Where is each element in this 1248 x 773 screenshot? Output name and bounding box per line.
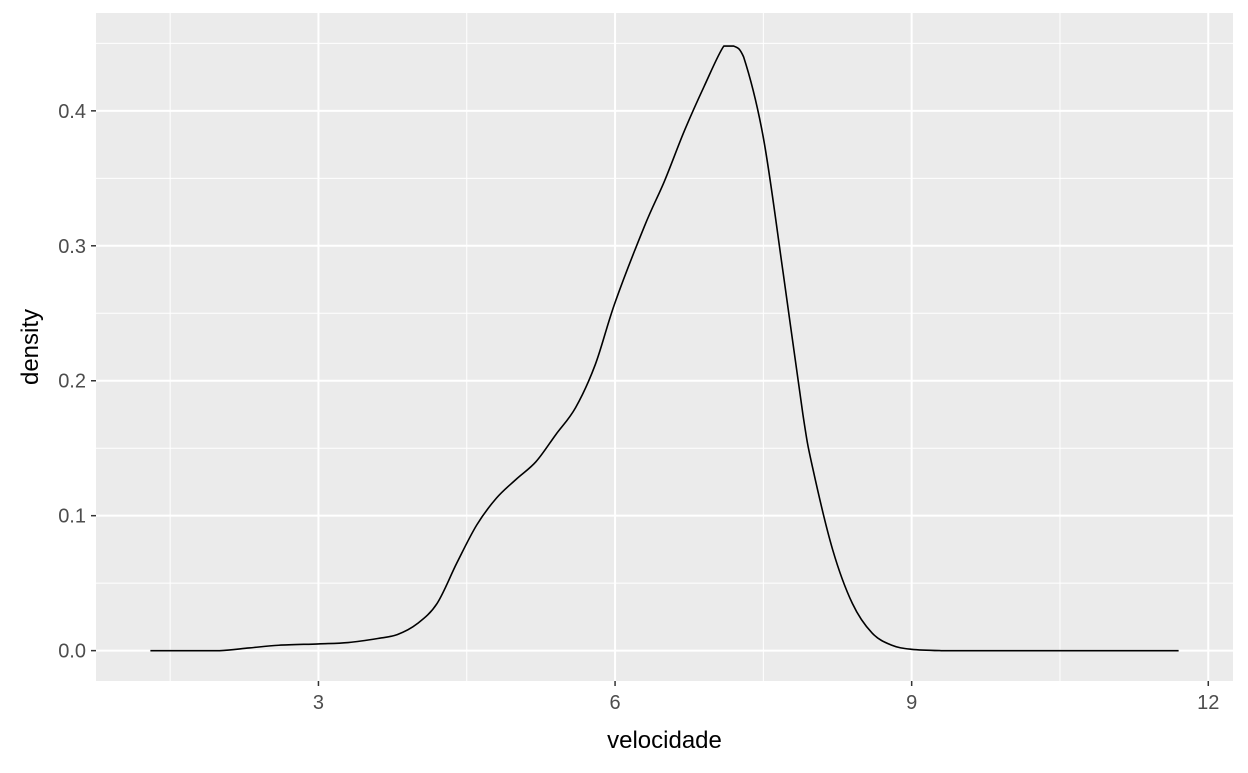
x-tick-label: 12 (1197, 692, 1219, 714)
y-axis-title: density (17, 309, 44, 385)
x-tick-label: 3 (313, 692, 324, 714)
y-tick-label: 0.0 (58, 641, 86, 663)
minor-grid (96, 13, 1233, 681)
x-tick-label: 9 (906, 692, 917, 714)
x-axis-title: velocidade (607, 727, 722, 754)
density-line (150, 45, 1179, 652)
x-tick-label: 6 (610, 692, 621, 714)
plot-panel (96, 13, 1233, 681)
y-tick-label: 0.1 (58, 506, 86, 528)
y-tick-label: 0.2 (58, 371, 86, 393)
x-axis: 3 6 9 12 (313, 681, 1219, 714)
y-tick-label: 0.3 (58, 236, 86, 258)
y-axis: 0.0 0.1 0.2 0.3 0.4 (58, 101, 96, 663)
y-tick-label: 0.4 (58, 101, 86, 123)
